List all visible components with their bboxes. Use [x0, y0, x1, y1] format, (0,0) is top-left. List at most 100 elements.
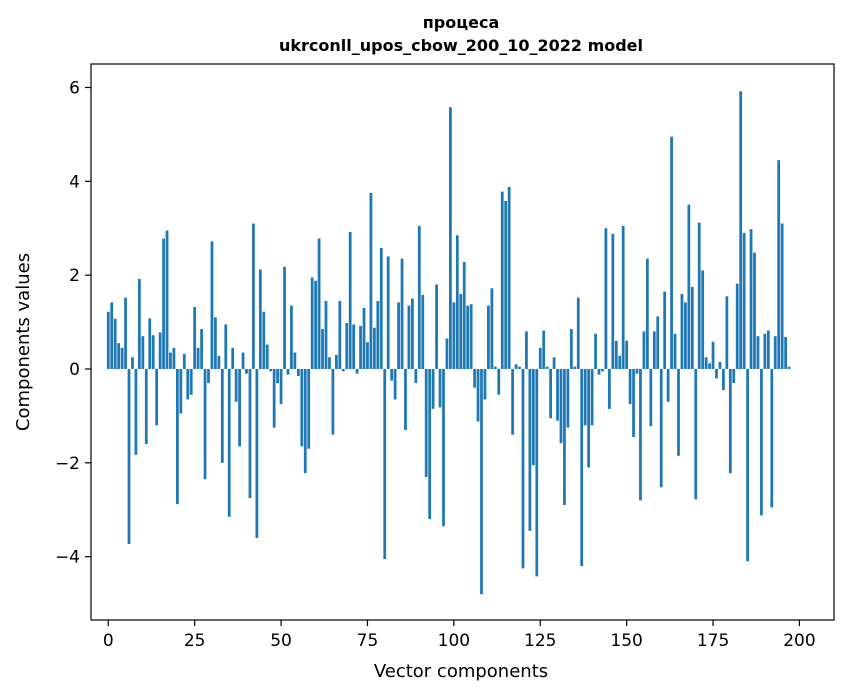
bar-59	[310, 277, 314, 369]
y-tick-label: 0	[69, 360, 80, 380]
x-tick-label: 125	[524, 631, 556, 651]
bar-160	[659, 368, 663, 488]
bar-178	[722, 368, 725, 391]
bar-163	[670, 136, 673, 369]
x-tick-label: 0	[103, 631, 114, 651]
bar-196	[784, 337, 787, 369]
bar-5	[124, 297, 127, 369]
bar-28	[203, 368, 207, 480]
bar-119	[518, 366, 521, 369]
bar-172	[701, 270, 705, 369]
bar-42	[252, 223, 255, 369]
bar-39	[241, 352, 245, 369]
bar-154	[639, 368, 642, 501]
bar-131	[559, 368, 563, 444]
bar-157	[649, 368, 653, 427]
bar-151	[628, 368, 632, 405]
bar-37	[234, 368, 238, 402]
bar-94	[431, 368, 435, 409]
bar-141	[594, 333, 597, 369]
bar-128	[549, 368, 552, 419]
bar-79	[379, 247, 383, 369]
y-tick-label: 4	[69, 172, 80, 192]
bar-126	[542, 330, 546, 369]
x-tick-label: 100	[438, 631, 470, 651]
bar-134	[569, 329, 573, 369]
bar-127	[545, 366, 549, 369]
bar-67	[338, 300, 342, 369]
bar-20	[176, 368, 179, 505]
bar-27	[200, 329, 203, 369]
y-axis-label: Components values	[13, 253, 34, 431]
bar-68	[341, 368, 345, 372]
bar-22	[182, 353, 186, 369]
bar-64	[328, 357, 331, 369]
bar-49	[276, 368, 279, 384]
bar-112	[493, 366, 497, 369]
bar-102	[459, 293, 463, 369]
bar-114	[500, 191, 504, 369]
bar-75	[366, 342, 369, 369]
bar-116	[507, 186, 511, 369]
bar-164	[673, 333, 677, 369]
bar-96	[438, 368, 442, 408]
bar-105	[469, 304, 473, 369]
bar-14	[155, 368, 159, 426]
bar-177	[718, 361, 722, 369]
bar-21	[179, 368, 183, 414]
bar-24	[189, 368, 193, 395]
x-tick-label: 75	[357, 631, 379, 651]
bar-19	[172, 347, 176, 369]
x-tick-label: 25	[184, 631, 206, 651]
bar-65	[331, 368, 335, 435]
bar-2	[113, 318, 117, 369]
bar-90	[417, 225, 421, 369]
bar-179	[725, 296, 729, 369]
bar-36	[231, 347, 235, 369]
bar-156	[646, 258, 649, 369]
bar-92	[424, 368, 428, 477]
bar-152	[632, 368, 635, 438]
bar-125	[538, 347, 542, 369]
bar-98	[445, 338, 449, 369]
plot-frame	[90, 63, 835, 621]
bar-17	[165, 230, 169, 369]
bar-133	[566, 368, 570, 428]
bar-61	[317, 238, 321, 369]
bar-168	[687, 204, 691, 369]
bar-193	[773, 336, 777, 369]
bar-40	[245, 368, 248, 374]
bar-71	[352, 324, 356, 369]
bar-44	[258, 269, 262, 369]
bar-109	[483, 368, 487, 400]
bar-113	[497, 368, 501, 395]
bar-145	[607, 368, 611, 409]
bar-66	[334, 354, 338, 369]
bar-11	[144, 368, 148, 445]
bar-23	[186, 368, 190, 400]
bar-51	[283, 266, 286, 369]
bar-170	[694, 368, 698, 500]
y-tick-label: 6	[69, 78, 80, 98]
bar-13	[151, 335, 155, 369]
bar-31	[214, 317, 217, 369]
bar-82	[390, 368, 394, 381]
bar-129	[552, 357, 556, 369]
bar-80	[383, 368, 387, 560]
bar-167	[684, 302, 687, 369]
bar-181	[732, 368, 736, 384]
bar-91	[421, 294, 425, 369]
bar-180	[728, 368, 732, 474]
chart-title-line-1: процеса	[423, 13, 500, 32]
y-axis-ticks: −4 −2 0 2 4 6	[55, 78, 91, 568]
bar-78	[376, 300, 380, 369]
x-tick-label: 150	[610, 631, 642, 651]
bar-169	[690, 286, 694, 369]
bar-146	[611, 233, 615, 369]
bar-12	[148, 318, 152, 369]
bar-87	[407, 305, 411, 369]
bar-137	[580, 368, 584, 567]
bar-62	[321, 329, 324, 369]
bar-192	[770, 368, 774, 508]
